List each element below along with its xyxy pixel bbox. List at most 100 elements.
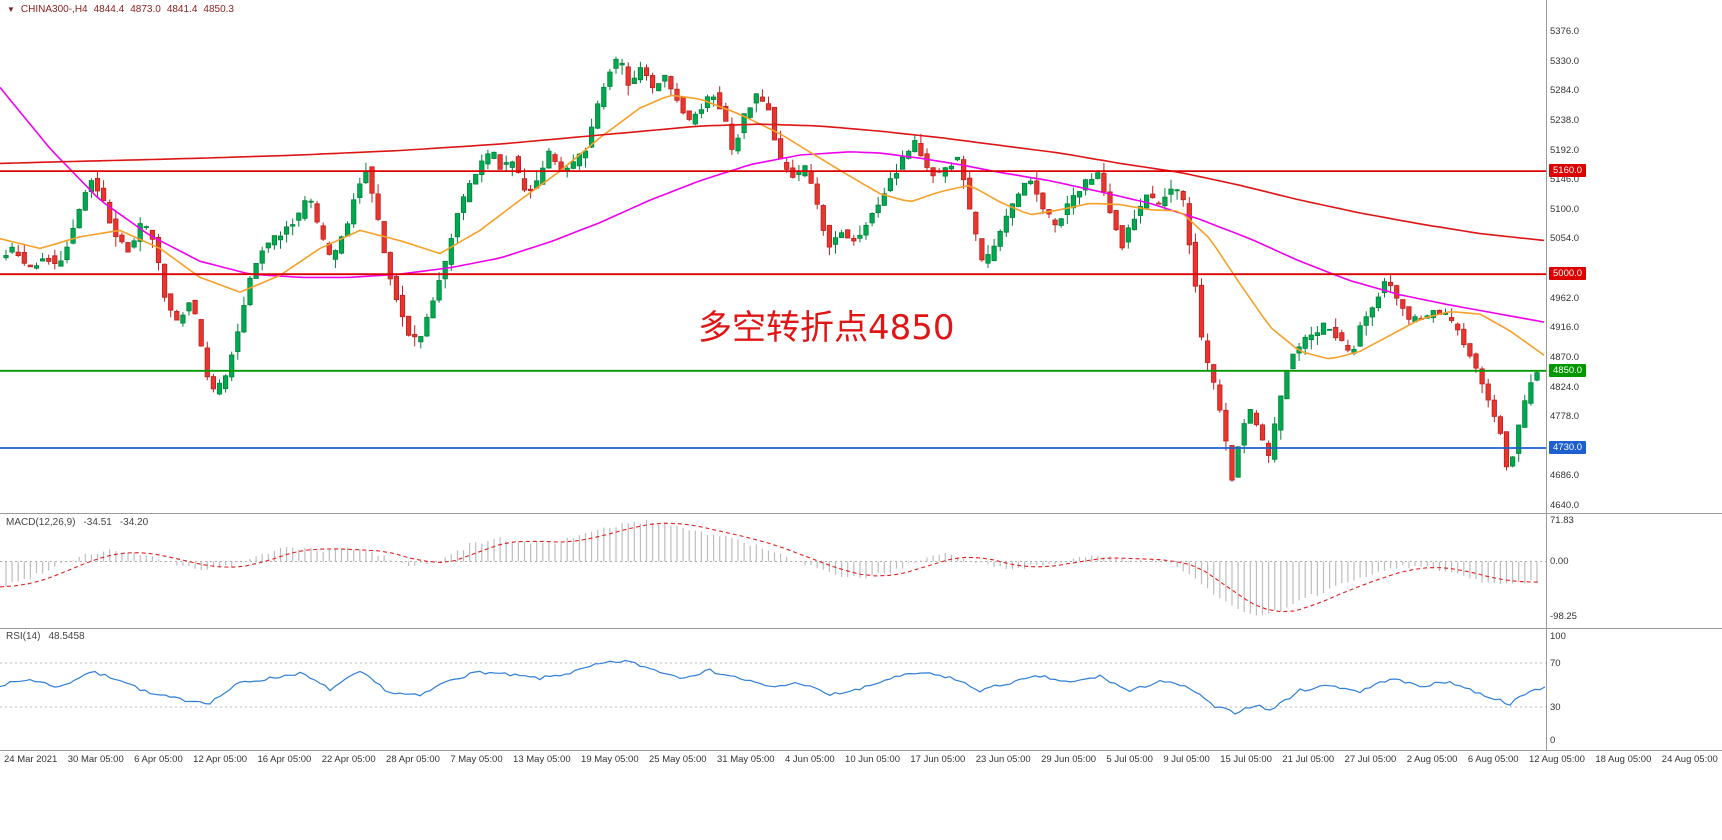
time-axis-label: 24 Aug 05:00: [1661, 754, 1718, 765]
candle-body: [765, 103, 772, 111]
symbol-dropdown-icon[interactable]: ▼: [7, 4, 15, 14]
candle-body: [222, 375, 229, 389]
candle-body: [155, 236, 162, 263]
candle-body: [1229, 445, 1235, 481]
candle-body: [826, 224, 833, 248]
time-axis-label: 5 Jul 05:00: [1106, 754, 1153, 765]
time-axis-label: 6 Aug 05:00: [1467, 754, 1519, 765]
candle-body: [9, 246, 15, 253]
time-axis-label: 4 Jun 05:00: [784, 754, 835, 765]
candle-body: [491, 151, 497, 159]
candle-body: [1375, 296, 1381, 309]
candle-body: [82, 192, 88, 211]
candle-body: [497, 154, 503, 170]
ma-long-red-line: [0, 123, 1545, 242]
candle-body: [168, 293, 174, 311]
candle-body: [1369, 307, 1375, 318]
candle-body: [595, 103, 601, 129]
candle-body: [1058, 218, 1064, 226]
candle-body: [991, 245, 997, 262]
time-axis-label: 16 Apr 05:00: [257, 754, 312, 765]
candle-body: [1192, 241, 1198, 287]
candle-body: [399, 294, 406, 318]
time-axis-label: 31 May 05:00: [717, 754, 775, 765]
candle-body: [241, 305, 247, 333]
candle-body: [76, 208, 82, 229]
time-scale[interactable]: 24 Mar 2021 30 Mar 05:00 6 Apr 05:00 12 Apr…: [0, 752, 1722, 767]
time-axis-label: 6 Apr 05:00: [134, 754, 183, 765]
candle-body: [247, 277, 253, 306]
candle-body: [607, 71, 613, 87]
candle-body: [101, 187, 107, 202]
candle-body: [961, 159, 967, 181]
candle-body: [674, 88, 680, 101]
candle-body: [1266, 442, 1272, 456]
candle-body: [906, 150, 912, 159]
time-axis-label: 30 Mar 05:00: [67, 754, 124, 765]
candle-body: [918, 142, 924, 157]
time-axis-label: 18 Aug 05:00: [1595, 754, 1652, 765]
candle-body: [1522, 400, 1528, 428]
candle-body: [753, 93, 759, 104]
candle-body: [1388, 281, 1394, 287]
candle-body: [778, 138, 784, 160]
candle-body: [192, 299, 198, 315]
candle-body: [589, 126, 595, 148]
candle-body: [863, 224, 869, 236]
candle-body: [107, 201, 113, 224]
candle-body: [454, 213, 461, 238]
candle-body: [1357, 325, 1363, 347]
candle-body: [1101, 172, 1107, 192]
candle-body: [1083, 179, 1089, 191]
symbol-name: CHINA300-,H4: [20, 4, 88, 15]
candle-body: [3, 255, 9, 259]
candle-body: [344, 223, 351, 237]
candle-body: [729, 123, 735, 150]
candle-body: [436, 280, 442, 301]
candles-layer: [3, 56, 1540, 482]
candle-body: [161, 263, 168, 298]
candle-body: [1180, 190, 1186, 201]
macd-signal-line: [0, 522, 1541, 613]
candle-body: [1528, 382, 1534, 404]
candle-body: [1430, 310, 1436, 319]
level-lines: [0, 170, 1546, 449]
candle-body: [393, 275, 400, 300]
candle-body: [637, 67, 644, 81]
time-axis-label: 10 Jun 05:00: [845, 754, 900, 765]
candle-body: [686, 110, 692, 120]
candle-body: [912, 140, 918, 153]
candle-body: [1320, 322, 1327, 335]
candle-body: [1168, 188, 1174, 195]
candle-body: [265, 242, 271, 249]
time-axis-label: 25 May 05:00: [649, 754, 707, 765]
candle-body: [625, 66, 631, 86]
candle-body: [1028, 180, 1034, 185]
candle-body: [1339, 332, 1345, 341]
candle-body: [1205, 340, 1211, 363]
candle-body: [692, 113, 698, 125]
candle-body: [1516, 424, 1522, 454]
candle-body: [1131, 218, 1137, 231]
rsi-value: 48.5458: [48, 631, 85, 642]
symbol-info: ▼ CHINA300-,H4 4844.4 4873.0 4841.4 4850…: [7, 4, 234, 15]
chart-annotation-text[interactable]: 多空转折点4850: [698, 308, 955, 348]
candle-body: [1198, 284, 1205, 338]
candle-body: [1235, 446, 1241, 478]
candle-body: [186, 302, 192, 312]
candle-body: [741, 113, 747, 134]
candle-body: [1003, 215, 1009, 233]
candle-body: [70, 227, 76, 244]
candle-body: [1290, 353, 1296, 370]
candle-body: [424, 316, 430, 337]
candle-body: [1308, 334, 1314, 340]
time-axis-label: 15 Jul 05:00: [1220, 754, 1272, 765]
candle-body: [515, 156, 522, 174]
candle-body: [1015, 193, 1022, 207]
candle-body: [735, 137, 741, 152]
candle-body: [277, 235, 284, 241]
candle-body: [1186, 203, 1192, 246]
candle-body: [643, 67, 650, 77]
